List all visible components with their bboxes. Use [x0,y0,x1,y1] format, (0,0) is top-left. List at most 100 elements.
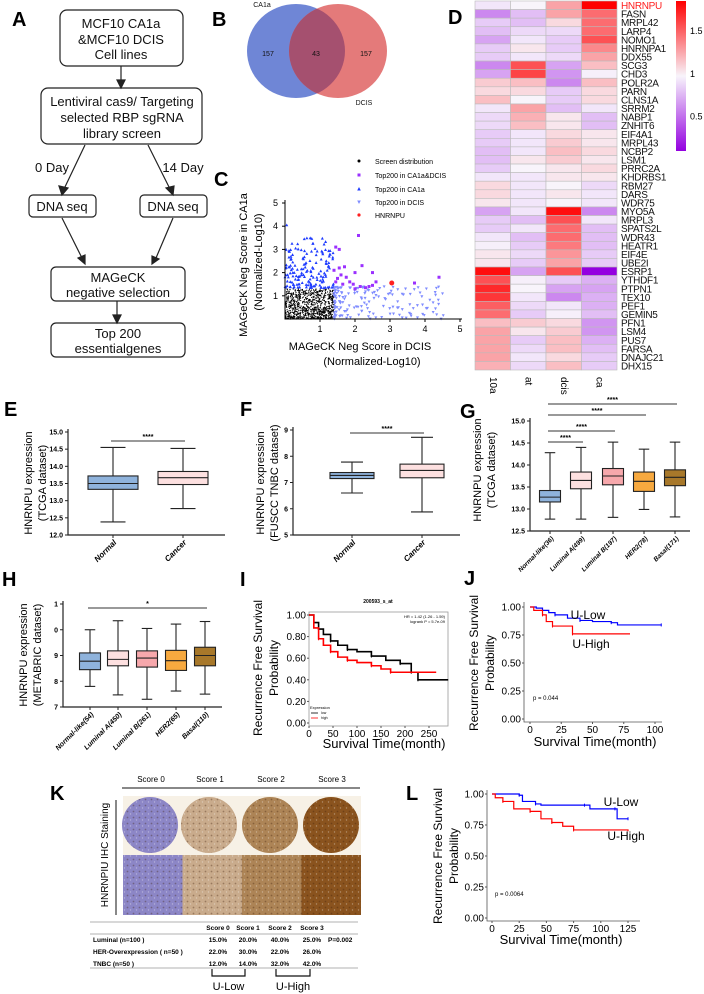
point-screen [286,315,288,317]
point-screen [285,300,288,302]
point-screen [296,298,299,300]
heatmap-cell [474,223,511,233]
y-tick-label: 9 [54,653,58,660]
group-bracket [275,969,311,977]
panel-label-h: H [2,569,16,591]
heatmap-cell [474,120,511,131]
survival-curve-high [309,614,437,674]
point-top200-dcis [371,291,375,295]
heatmap-cell [510,163,547,173]
point-screen [315,316,317,318]
table-p-value: P=0.002 [328,937,353,944]
point-top200-dcis [397,313,401,317]
point-top200-ca1a [303,265,307,269]
heatmap-cell [474,52,511,62]
heatmap-cell [510,335,547,345]
point-screen [287,314,289,316]
point-top200-ca1a [286,273,290,277]
tma-core-texture [303,797,359,853]
heatmap-cell [545,283,582,294]
point-top200-ca1a [327,249,331,253]
point-screen [311,312,313,314]
category-label: Luminal B(197) [581,535,619,573]
x-tick-label: 75 [568,924,580,935]
table-cell: 22.0% [271,949,290,956]
point-screen [304,312,306,314]
y-tick-label: 14.0 [49,464,63,471]
point-top200-dcis [402,293,406,297]
point-top200-ca1a [314,282,318,286]
significance-label: **** [560,435,571,442]
table-header: Score 1 [236,925,260,932]
heatmap-cell [510,266,547,276]
heatmap-cell [510,292,547,302]
plot-frame [308,611,449,727]
x-tick-label: 0 [306,729,312,740]
score-heading: Score 2 [257,775,285,784]
point-screen [328,316,330,318]
gene-label: POLR2A [621,78,659,89]
point-screen [320,313,322,315]
survival-plot-l: 0.00 0.25 0.50 0.75 1.00 0 25 50 75 100 125Surviva… [431,788,645,947]
y-tick-label: 2 [273,268,278,278]
point-screen [294,290,296,292]
point-top200-dcis [339,286,343,290]
point-screen [294,300,296,302]
point-top200-dcis [337,308,341,312]
gene-label: SRRM2 [621,104,655,115]
point-screen [306,289,308,291]
point-top200-dcis [359,305,363,308]
point-top200-both [334,280,338,284]
point-screen [323,299,325,301]
point-top200-dcis [412,288,416,291]
point-screen [300,297,302,299]
gene-label: RBM27 [621,181,654,192]
point-screen [285,312,287,314]
point-screen [310,289,313,291]
point-top200-dcis [431,310,435,314]
heatmap-cell [545,52,582,62]
point-top200-ca1a [327,261,331,264]
heatmap-cell [545,9,582,19]
point-screen [313,310,316,312]
point-screen [296,296,299,298]
point-top200-dcis [376,289,380,293]
table-cell: 30.0% [239,949,258,956]
point-screen [296,300,299,302]
point-screen [330,314,332,316]
point-top200-ca1a [291,253,295,256]
heatmap-cell [545,69,582,79]
point-screen [300,305,302,307]
legend-entry: HNRNPU [375,213,405,220]
heatmap-cell [581,95,618,105]
point-screen [302,311,304,314]
flowchart-text: MCF10 CA1a &MCF10 DCIS Cell lines Lentiv… [35,16,204,356]
venn-count-overlap: 43 [312,51,320,58]
point-top200-dcis [366,315,370,318]
point-screen [320,294,322,296]
point-top200-dcis [366,307,370,310]
gene-label: GEMIN5 [621,310,658,321]
point-top200-both [353,287,357,291]
point-top200-ca1a [287,255,291,259]
point-screen [320,290,322,292]
point-screen [302,290,305,292]
point-screen [288,307,291,310]
point-screen [323,295,325,298]
point-screen [313,311,315,313]
point-screen [321,312,323,314]
point-screen [322,312,324,314]
y-tick-label: 6 [284,506,288,513]
point-screen [290,299,293,301]
point-screen [288,301,291,303]
point-top200-ca1a [309,270,313,274]
point-top200-dcis [392,312,396,316]
point-top200-ca1a [299,248,303,252]
point-top200-both [367,285,371,289]
point-screen [314,297,317,299]
table-cell: 40.0% [271,937,290,944]
y-tick-label: 12.0 [49,533,63,540]
point-top200-ca1a [289,254,293,258]
heatmap-cell [581,240,618,251]
point-screen [303,301,305,303]
